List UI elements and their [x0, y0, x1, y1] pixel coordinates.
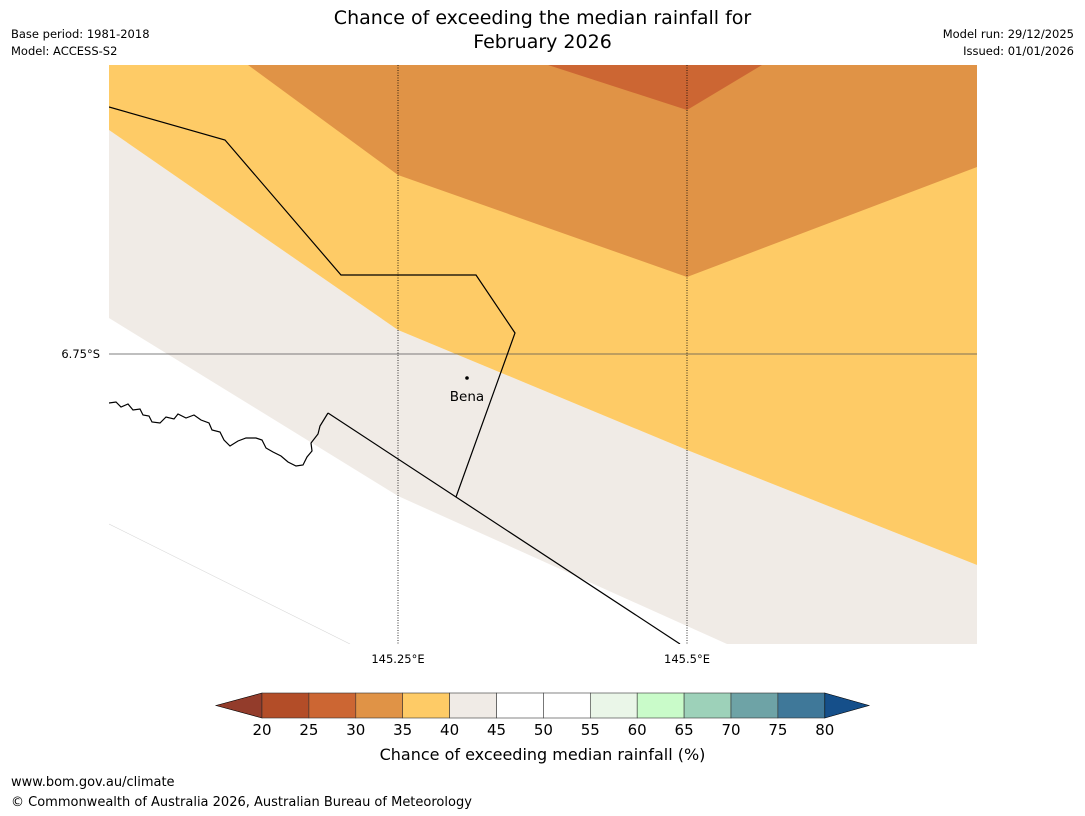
meta-left: Base period: 1981-2018 Model: ACCESS-S2 [11, 26, 150, 60]
colorbar-tick-label: 60 [628, 721, 647, 739]
coastline [109, 401, 329, 467]
colorbar-bin [589, 692, 638, 719]
colorbar-bin [636, 692, 685, 719]
base-period: Base period: 1981-2018 [11, 27, 150, 41]
colorbar-tick-label: 50 [534, 721, 553, 739]
colorbar-tick-label: 30 [346, 721, 365, 739]
colorbar-bin [402, 692, 450, 719]
issued-date: Issued: 01/01/2026 [963, 44, 1074, 58]
colorbar-tick-label: 55 [581, 721, 600, 739]
colorbar-bin [496, 692, 544, 719]
rainfall-map: 6.75°S 145.25°E 145.5°E Bena [61, 65, 977, 666]
colorbar-bin [683, 692, 732, 719]
bena-marker [465, 376, 469, 380]
province-boundary-south [327, 412, 681, 644]
lon-label-1: 145.25°E [371, 652, 424, 666]
province-boundary [109, 106, 516, 498]
colorbar-bin [449, 692, 497, 719]
lon-label-2: 145.5°E [664, 652, 710, 666]
colorbar-tick-label: 25 [299, 721, 318, 739]
colorbar-bin [543, 692, 591, 719]
footer-copyright: © Commonwealth of Australia 2026, Austra… [11, 795, 472, 810]
colorbar: 20 25 30 35 40 45 50 55 60 65 70 75 80 [214, 692, 871, 739]
colorbar-bin [261, 692, 310, 719]
colorbar-under-arrow [214, 692, 263, 719]
colorbar-tick-label: 20 [252, 721, 271, 739]
colorbar-label: Chance of exceeding median rainfall (%) [379, 745, 706, 764]
title-line-1: Chance of exceeding the median rainfall … [333, 7, 752, 29]
map-area [109, 65, 977, 644]
colorbar-tick-label: 80 [815, 721, 834, 739]
map-title: Chance of exceeding the median rainfall … [0, 6, 1085, 54]
place-label-bena: Bena [450, 389, 484, 405]
colorbar-tick-label: 70 [721, 721, 740, 739]
model-run: Model run: 29/12/2025 [942, 27, 1074, 41]
zone-40-45 [109, 130, 977, 644]
colorbar-bin [355, 692, 403, 719]
model-name: Model: ACCESS-S2 [11, 44, 118, 58]
colorbar-tick-label: 40 [440, 721, 459, 739]
colorbar-bins [214, 692, 871, 719]
colorbar-over-arrow [824, 692, 871, 719]
lat-label: 6.75°S [61, 347, 100, 361]
colorbar-tick-label: 45 [487, 721, 506, 739]
faint-contour [109, 523, 351, 644]
zone-30-35 [248, 65, 977, 277]
title-line-2: February 2026 [473, 31, 612, 53]
colorbar-ticks: 20 25 30 35 40 45 50 55 60 65 70 75 80 [252, 721, 834, 739]
meta-right: Model run: 29/12/2025 Issued: 01/01/2026 [943, 26, 1074, 60]
colorbar-bin [777, 692, 826, 719]
colorbar-tick-label: 35 [393, 721, 412, 739]
zone-25-30 [548, 65, 762, 110]
colorbar-bin [308, 692, 357, 719]
colorbar-bin [730, 692, 779, 719]
footer-url[interactable]: www.bom.gov.au/climate [11, 775, 175, 790]
colorbar-tick-label: 75 [768, 721, 787, 739]
colorbar-tick-label: 65 [675, 721, 694, 739]
